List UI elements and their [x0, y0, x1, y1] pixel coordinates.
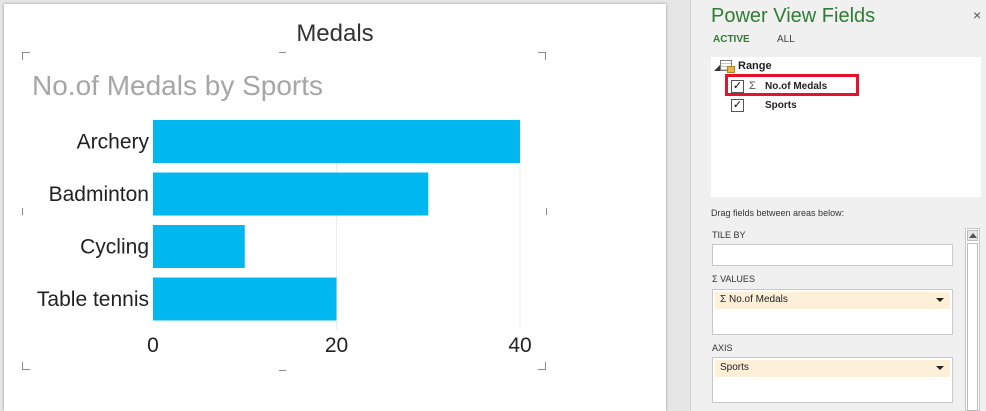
bar-badminton[interactable] — [153, 172, 429, 216]
x-tick-label: 40 — [508, 334, 531, 357]
axis-field-name: Sports — [720, 362, 749, 373]
dropdown-arrow-icon[interactable] — [936, 298, 944, 302]
category-label: Badminton — [49, 183, 149, 206]
field-checkbox[interactable]: ✓ — [731, 80, 744, 93]
axis-field-pill[interactable]: Sports — [715, 360, 950, 377]
frame-handle-right[interactable] — [546, 208, 547, 215]
category-label: Cycling — [80, 236, 149, 259]
tab-active[interactable]: ACTIVE — [713, 34, 750, 45]
scroll-track[interactable] — [967, 243, 978, 411]
field-checkbox[interactable]: ✓ — [731, 99, 744, 112]
values-field-pill[interactable]: Σ No.of Medals — [715, 292, 950, 309]
axis-drop-zone[interactable]: Sports — [712, 357, 953, 403]
values-field-label: Σ No.of Medals — [720, 294, 788, 305]
values-field-name: No.of Medals — [728, 294, 788, 305]
frame-corner-tl[interactable] — [22, 52, 30, 60]
panel-scrollbar[interactable] — [965, 228, 980, 411]
bar-chart[interactable]: Archery Badminton Cycling Table tennis 0 20 40 — [4, 4, 666, 411]
scroll-up-icon[interactable] — [967, 230, 978, 241]
table-name[interactable]: Range — [738, 60, 772, 72]
frame-handle-left[interactable] — [22, 208, 23, 215]
category-label: Archery — [77, 131, 150, 154]
frame-handle-bottom[interactable] — [279, 370, 286, 371]
x-tick-label: 20 — [325, 334, 348, 357]
field-list: ◢ Range ✓ Σ No.of Medals ✓ Sports — [711, 57, 981, 197]
frame-handle-top[interactable] — [279, 52, 286, 53]
tile-by-label: TILE BY — [712, 230, 746, 240]
frame-corner-bl[interactable] — [22, 362, 30, 370]
field-name[interactable]: Sports — [765, 100, 797, 111]
sigma-icon: Σ — [712, 274, 718, 284]
bar-cycling[interactable] — [153, 225, 245, 268]
values-area-label: Σ VALUES — [712, 274, 755, 284]
close-icon[interactable]: × — [973, 7, 982, 23]
sigma-icon: Σ — [720, 294, 727, 305]
panel-title: Power View Fields — [711, 5, 876, 27]
bar-table-tennis[interactable] — [153, 277, 337, 321]
category-label: Table tennis — [37, 288, 149, 311]
frame-corner-br[interactable] — [538, 362, 546, 370]
values-drop-zone[interactable]: Σ No.of Medals — [712, 289, 953, 335]
power-view-fields-panel: Power View Fields × ACTIVE ALL ◢ Range ✓… — [690, 0, 986, 411]
tile-by-drop-zone[interactable] — [712, 244, 953, 266]
table-icon — [720, 60, 735, 73]
sigma-icon: Σ — [749, 80, 756, 92]
x-tick-label: 0 — [147, 334, 159, 357]
chart-title: No.of Medals by Sports — [32, 70, 324, 101]
dropdown-arrow-icon[interactable] — [936, 366, 944, 370]
report-sheet[interactable]: Medals No.of Medals by Sports Archery Bad… — [4, 4, 666, 411]
values-label: VALUES — [720, 274, 755, 284]
drag-hint: Drag fields between areas below: — [711, 208, 845, 218]
field-name[interactable]: No.of Medals — [765, 81, 828, 92]
tab-all[interactable]: ALL — [777, 34, 795, 45]
sheet-title[interactable]: Medals — [296, 20, 374, 47]
axis-label: AXIS — [712, 343, 733, 353]
collapse-arrow-icon[interactable]: ◢ — [714, 63, 721, 72]
frame-corner-tr[interactable] — [538, 52, 546, 60]
bar-archery[interactable] — [153, 120, 520, 163]
